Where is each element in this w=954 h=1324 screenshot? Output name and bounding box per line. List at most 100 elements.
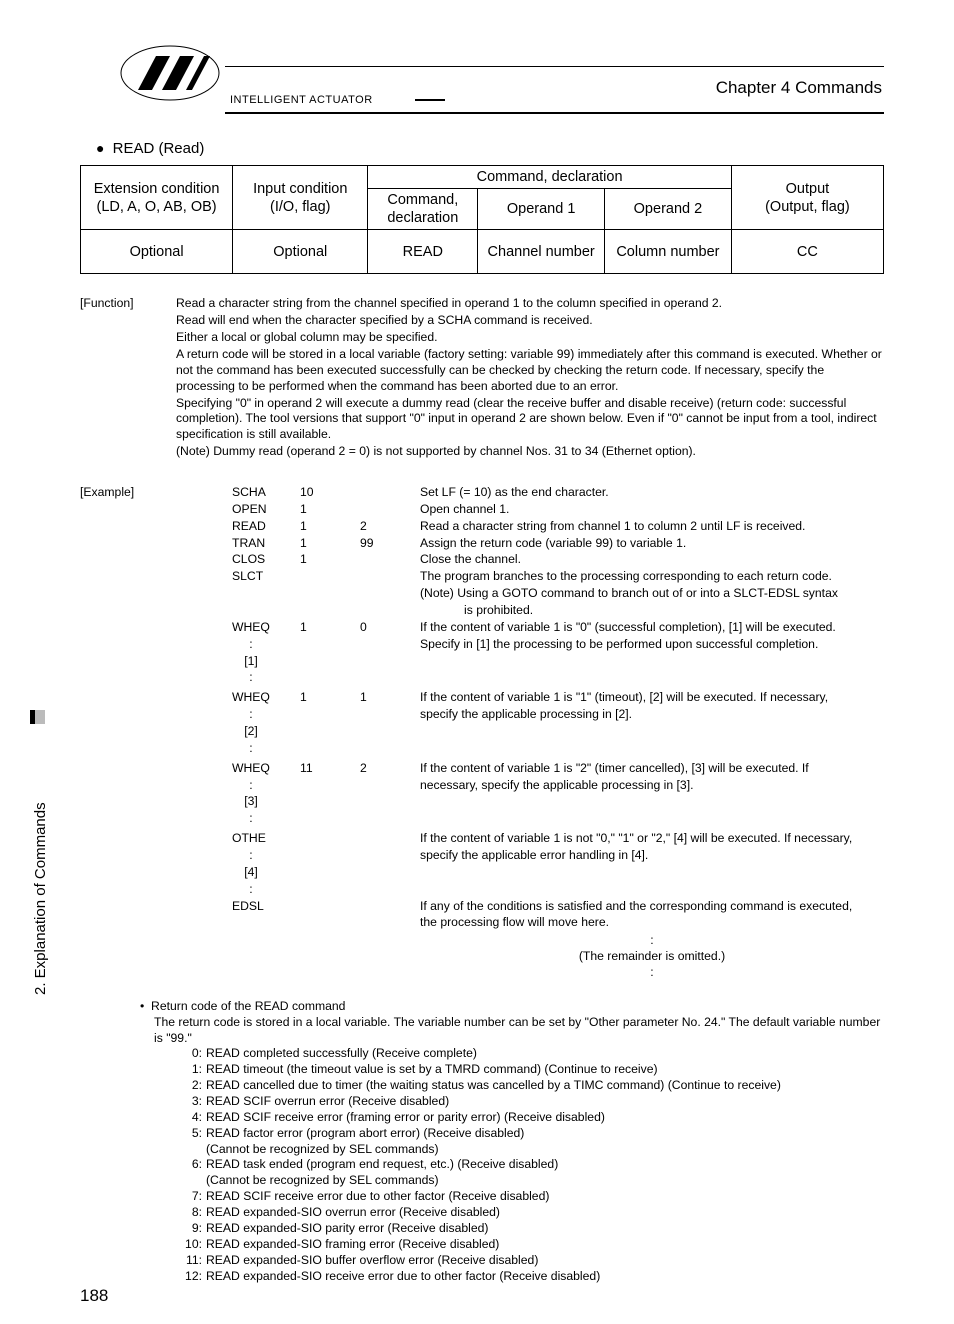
example-row: :specify the applicable processing in [2… xyxy=(80,707,884,723)
rc-key: 8: xyxy=(180,1205,206,1221)
example-cmd: : xyxy=(232,778,300,794)
example-row: [2] xyxy=(80,724,884,740)
example-cmd: [2] xyxy=(232,724,300,740)
example-row: WHEQ10If the content of variable 1 is "0… xyxy=(80,620,884,636)
example-row: the processing flow will move here. xyxy=(80,915,884,931)
return-code-list: 0:READ completed successfully (Receive c… xyxy=(180,1046,884,1284)
rc-key: 1: xyxy=(180,1062,206,1078)
return-code-item: 2:READ cancelled due to timer (the waiti… xyxy=(180,1078,884,1094)
example-desc: If the content of variable 1 is "2" (tim… xyxy=(420,761,884,777)
example-op2: 2 xyxy=(360,519,420,535)
header-input-cond: Input condition (I/O, flag) xyxy=(233,166,368,230)
example-label: [Example] xyxy=(80,485,232,501)
example-row: WHEQ112If the content of variable 1 is "… xyxy=(80,761,884,777)
example-cmd: : xyxy=(232,882,300,898)
example-cmd: SLCT xyxy=(232,569,300,585)
example-row: : Specify in [1] the processing to be per… xyxy=(80,637,884,653)
rc-text: READ expanded-SIO buffer overflow error … xyxy=(206,1253,884,1269)
return-code-block: • Return code of the READ command The re… xyxy=(140,999,884,1284)
header-cmd-decl: Command, declaration xyxy=(368,189,478,230)
example-row: (Note) Using a GOTO command to branch ou… xyxy=(80,586,884,602)
example-row: CLOS1Close the channel. xyxy=(80,552,884,568)
cell-cmd: READ xyxy=(368,230,478,274)
return-code-item: 9:READ expanded-SIO parity error (Receiv… xyxy=(180,1221,884,1237)
header-rule-bottom xyxy=(225,112,884,114)
return-code-item: 7:READ SCIF receive error due to other f… xyxy=(180,1189,884,1205)
example-row: : specify the applicable error handling i… xyxy=(80,848,884,864)
example-op1: 1 xyxy=(300,536,360,552)
rc-key: 9: xyxy=(180,1221,206,1237)
example-op2: 0 xyxy=(360,620,420,636)
example-cmd: [3] xyxy=(232,794,300,810)
rc-text: READ SCIF receive error (framing error o… xyxy=(206,1110,884,1126)
cell-input-cond: Optional xyxy=(233,230,368,274)
sidebar-text: 2. Explanation of Commands xyxy=(32,802,49,995)
cell-op1: Channel number xyxy=(478,230,605,274)
return-code-item: 6:READ task ended (program end request, … xyxy=(180,1157,884,1189)
example-cmd: : xyxy=(232,707,300,723)
example-desc: Assign the return code (variable 99) to … xyxy=(420,536,884,552)
example-op1: 1 xyxy=(300,519,360,535)
example-desc: If the content of variable 1 is "0" (suc… xyxy=(420,620,884,636)
example-desc: The program branches to the processing c… xyxy=(420,569,884,585)
section-title: ● READ (Read) xyxy=(96,140,884,157)
rc-text: READ task ended (program end request, et… xyxy=(206,1157,884,1189)
return-code-item: 1:READ timeout (the timeout value is set… xyxy=(180,1062,884,1078)
rc-key: 4: xyxy=(180,1110,206,1126)
function-line: Specifying "0" in operand 2 will execute… xyxy=(176,396,884,444)
example-row: :necessary, specify the applicable proce… xyxy=(80,778,884,794)
header-short-rule xyxy=(415,99,445,101)
example-desc: Specify in [1] the processing to be perf… xyxy=(420,637,884,653)
example-row: OPEN1Open channel 1. xyxy=(80,502,884,518)
chapter-title: Chapter 4 Commands xyxy=(716,78,882,98)
example-op2: 2 xyxy=(360,761,420,777)
return-code-item: 10:READ expanded-SIO framing error (Rece… xyxy=(180,1237,884,1253)
rc-key: 11: xyxy=(180,1253,206,1269)
function-block: [Function] Read a character string from … xyxy=(80,296,884,461)
rc-key: 5: xyxy=(180,1126,206,1158)
sidebar: 2. Explanation of Commands xyxy=(30,720,52,1000)
example-desc: specify the applicable error handling in… xyxy=(420,848,884,864)
example-row: : xyxy=(80,811,884,827)
example-op1: 1 xyxy=(300,690,360,706)
example-desc: Read a character string from channel 1 t… xyxy=(420,519,884,535)
header-ext-cond: Extension condition (LD, A, O, AB, OB) xyxy=(81,166,233,230)
cell-output: CC xyxy=(731,230,883,274)
example-row: READ12Read a character string from chann… xyxy=(80,519,884,535)
rc-text: READ timeout (the timeout value is set b… xyxy=(206,1062,884,1078)
return-code-item: 3:READ SCIF overrun error (Receive disab… xyxy=(180,1094,884,1110)
example-cmd: [1] xyxy=(232,654,300,670)
example-block: [Example]SCHA10Set LF (= 10) as the end … xyxy=(80,485,884,931)
example-op1: 10 xyxy=(300,485,360,501)
example-desc: If any of the conditions is satisfied an… xyxy=(420,899,884,915)
rc-text: READ expanded-SIO parity error (Receive … xyxy=(206,1221,884,1237)
rc-text: READ cancelled due to timer (the waiting… xyxy=(206,1078,884,1094)
example-cmd: TRAN xyxy=(232,536,300,552)
function-line: Read will end when the character specifi… xyxy=(176,313,884,329)
function-body: Read a character string from the channel… xyxy=(176,296,884,461)
example-desc: Set LF (= 10) as the end character. xyxy=(420,485,884,501)
header-output: Output (Output, flag) xyxy=(731,166,883,230)
example-cmd: : xyxy=(232,848,300,864)
example-op1: 11 xyxy=(300,761,360,777)
example-cmd: WHEQ xyxy=(232,620,300,636)
return-code-item: 4:READ SCIF receive error (framing error… xyxy=(180,1110,884,1126)
header-cmd-decl-group: Command, declaration xyxy=(368,166,731,189)
example-desc: If the content of variable 1 is "1" (tim… xyxy=(420,690,884,706)
example-desc: Open channel 1. xyxy=(420,502,884,518)
example-row: : xyxy=(80,670,884,686)
remainder-block: : (The remainder is omitted.) : xyxy=(420,933,884,981)
example-cmd: WHEQ xyxy=(232,761,300,777)
sidebar-bar-fade xyxy=(35,710,45,724)
example-row: [1] xyxy=(80,654,884,670)
example-row: EDSLIf any of the conditions is satisfie… xyxy=(80,899,884,915)
bullet-icon: ● xyxy=(96,140,104,156)
example-op1: 1 xyxy=(300,552,360,568)
example-cmd: OPEN xyxy=(232,502,300,518)
example-op1: 1 xyxy=(300,620,360,636)
example-cmd: : xyxy=(232,637,300,653)
cell-ext-cond: Optional xyxy=(81,230,233,274)
function-label: [Function] xyxy=(80,296,176,461)
example-row: WHEQ11If the content of variable 1 is "1… xyxy=(80,690,884,706)
example-cmd: : xyxy=(232,670,300,686)
